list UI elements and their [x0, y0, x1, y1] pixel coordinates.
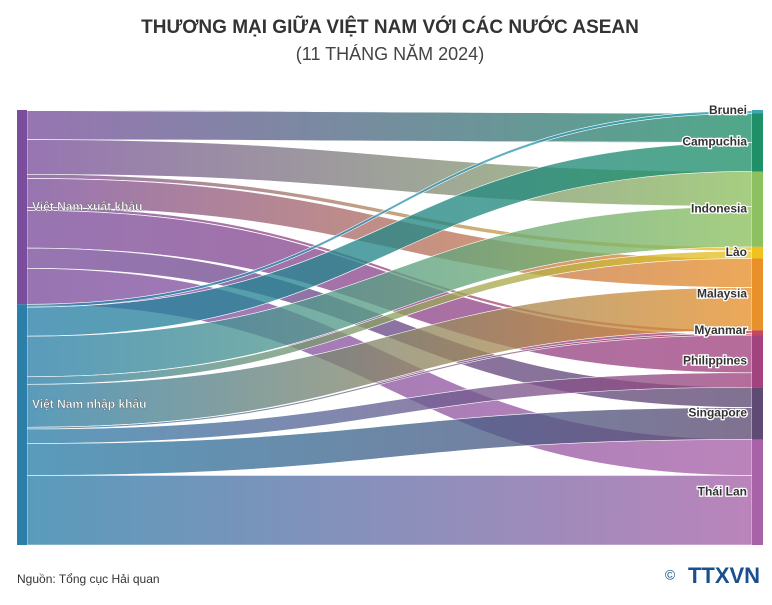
source: Nguồn: Tổng cục Hải quan: [17, 572, 160, 586]
target-label: Philippines: [683, 353, 747, 367]
logo: TTXVN: [688, 563, 760, 588]
link: [26, 109, 753, 111]
link: [26, 110, 753, 143]
target-label: Lào: [726, 245, 747, 259]
target-node: [752, 113, 763, 172]
nodes: Việt Nam xuất khẩu Việt Nam nhập khẩu Brun…: [17, 102, 763, 545]
logo-copyright: ©: [665, 567, 676, 583]
source-label: Việt Nam xuất khẩu: [32, 199, 142, 213]
chart-title: THƯƠNG MẠI GIỮA VIỆT NAM VỚI CÁC NƯỚC AS…: [141, 16, 639, 38]
target-label: Brunei: [709, 103, 747, 117]
target-node: [752, 330, 763, 336]
target-label: Myanmar: [694, 323, 747, 337]
target-node: [752, 110, 763, 114]
target-node: [752, 335, 763, 388]
target-node: [752, 258, 763, 331]
target-node: [752, 387, 763, 440]
target-node: [752, 246, 763, 259]
target-label: Singapore: [688, 406, 747, 420]
chart-subtitle: (11 THÁNG NĂM 2024): [296, 44, 484, 64]
source-node: [17, 110, 27, 305]
links: [26, 109, 753, 546]
target-label: Indonesia: [691, 201, 747, 215]
source-label: Việt Nam nhập khẩu: [32, 397, 146, 411]
target-label: Malaysia: [697, 287, 747, 301]
target-label: Campuchia: [682, 135, 747, 149]
link: [26, 475, 753, 546]
target-label: Thái Lan: [698, 484, 747, 498]
source-node: [17, 304, 27, 545]
target-node: [752, 439, 763, 545]
target-node: [752, 171, 763, 247]
